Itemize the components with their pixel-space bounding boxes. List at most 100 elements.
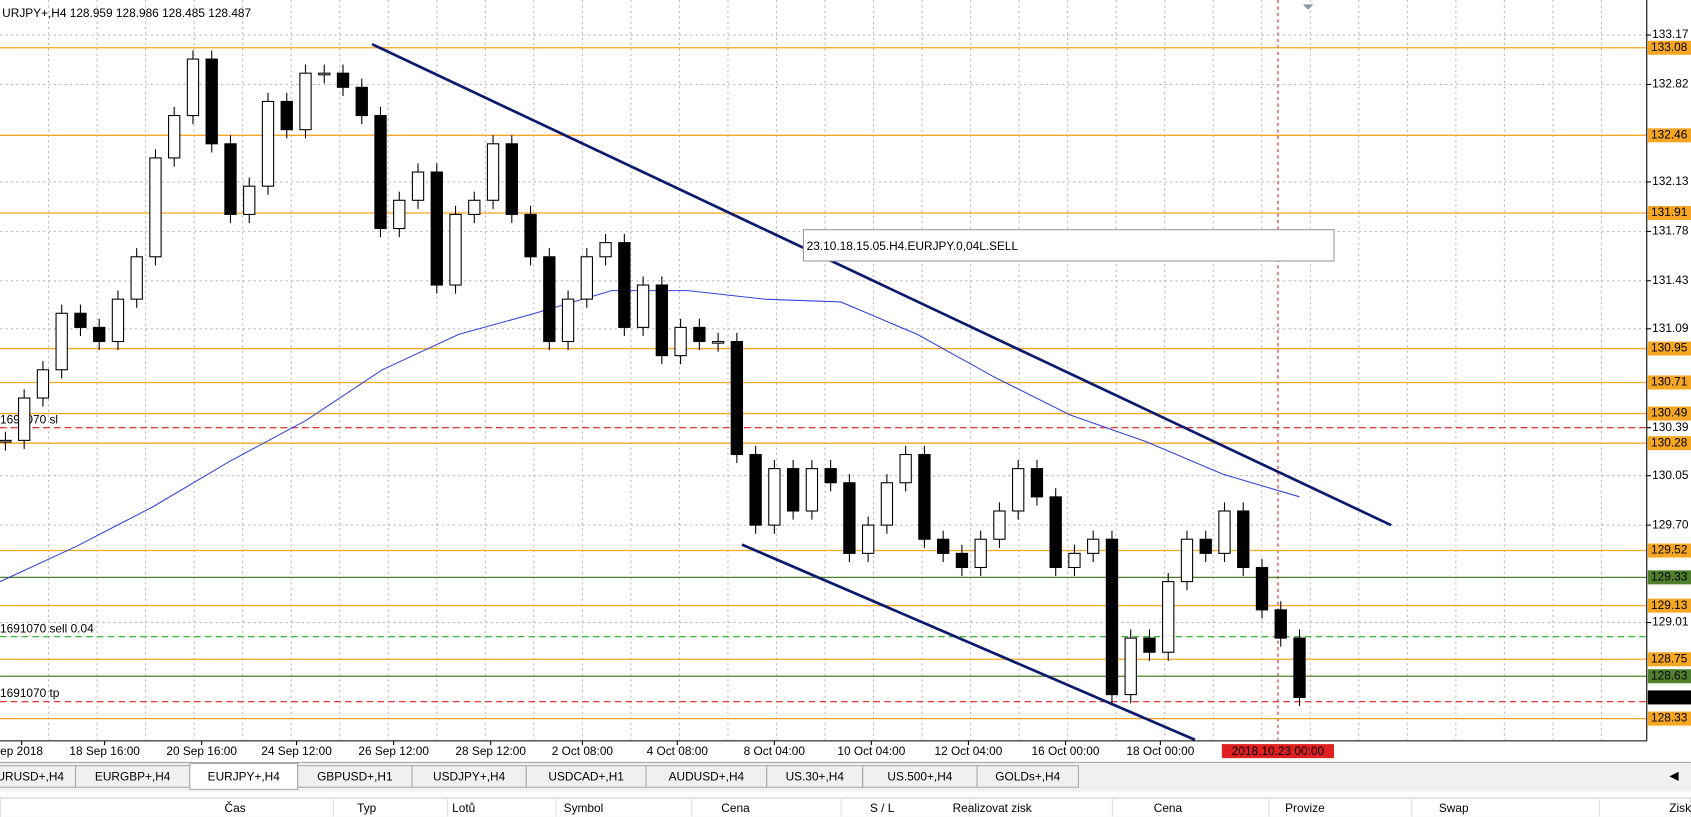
candle — [1218, 510, 1231, 554]
y-tick-label: 133.17 — [1652, 27, 1688, 41]
level-label: 131.91 — [1651, 205, 1688, 219]
y-tick-label: 131.09 — [1652, 321, 1689, 335]
candle — [824, 468, 837, 484]
moving-average — [0, 290, 1300, 583]
x-tick-label: 8 Oct 04:00 — [744, 744, 806, 758]
scroll-marker — [1302, 4, 1314, 10]
level-label-box — [1647, 406, 1691, 421]
candle — [974, 538, 987, 569]
candle — [993, 510, 1006, 540]
candle — [149, 157, 162, 258]
candle — [1255, 566, 1269, 611]
level-label-box — [1647, 543, 1691, 558]
tab-label[interactable]: USDCAD+,H1 — [548, 770, 624, 784]
tab-label[interactable]: GOLDs+,H4 — [995, 770, 1060, 784]
level-label-box — [1647, 652, 1691, 667]
candle — [786, 468, 800, 512]
candle — [599, 242, 612, 258]
candle — [1180, 538, 1194, 583]
tab-label[interactable]: GBPUSD+,H1 — [317, 770, 393, 784]
column-header[interactable]: Typ — [357, 801, 377, 815]
x-tick-label: 26 Sep 12:00 — [358, 744, 429, 758]
column-header[interactable]: Zisk — [1669, 801, 1691, 815]
candle — [449, 213, 462, 286]
order-label: 1691070 sell 0.04 — [0, 621, 94, 635]
column-header[interactable]: Lotů — [452, 801, 475, 815]
candle — [93, 326, 106, 343]
tab[interactable] — [976, 765, 1079, 788]
candle — [730, 340, 744, 456]
order-label: 1691070 tp — [0, 686, 60, 700]
candle — [937, 538, 950, 554]
candle — [318, 72, 331, 76]
level-label-box — [1647, 669, 1691, 684]
level-label: 129.52 — [1651, 543, 1687, 557]
candle — [674, 326, 687, 357]
level-label-box — [1647, 570, 1691, 585]
tab-scroll[interactable]: ◀ — [1669, 769, 1679, 783]
column-header[interactable]: Symbol — [564, 801, 604, 815]
level-label-box — [1647, 436, 1691, 451]
candle — [1143, 637, 1156, 653]
candle — [843, 482, 856, 554]
tab-label[interactable]: US.30+,H4 — [786, 770, 845, 784]
column-header[interactable]: Čas — [225, 800, 246, 815]
column-header[interactable]: Swap — [1439, 801, 1469, 815]
x-tick-label: 18 Oct 00:00 — [1126, 744, 1194, 758]
tab-label[interactable]: AUDUSD+,H4 — [669, 770, 745, 784]
candle — [505, 143, 518, 215]
y-tick-label: 131.78 — [1652, 224, 1689, 238]
level-label-box — [1647, 690, 1691, 705]
level-label: 130.49 — [1651, 406, 1688, 420]
level-label: 130.28 — [1651, 435, 1688, 449]
candle — [580, 256, 593, 300]
level-label-box — [1647, 40, 1691, 55]
candle — [711, 340, 725, 344]
candle — [655, 284, 669, 357]
column-header[interactable]: Cena — [1154, 801, 1183, 815]
candle — [805, 468, 819, 512]
now-label: 2018.10.23 00:00 — [1232, 744, 1325, 758]
candle — [280, 100, 293, 131]
column-header[interactable]: Provize — [1285, 801, 1325, 815]
trend-line-upper — [371, 42, 1392, 527]
column-header[interactable]: S / L — [870, 801, 895, 815]
x-tick-label: 2 Oct 08:00 — [552, 744, 614, 758]
candle — [18, 397, 31, 441]
candle — [186, 58, 200, 117]
candle — [168, 115, 181, 159]
tab-label[interactable]: EURJPY+,H4 — [208, 770, 281, 784]
x-tick-label: 18 Sep 16:00 — [69, 744, 140, 758]
annotation-box — [802, 229, 1335, 262]
x-tick-label: 16 Oct 00:00 — [1032, 744, 1100, 758]
column-header[interactable]: Cena — [721, 801, 750, 815]
column-headers: Čas Typ Lotů Symbol Cena S / L Realizovat zisk… — [225, 799, 1691, 817]
tab-label[interactable]: USDJPY+,H4 — [433, 770, 506, 784]
candle — [1087, 538, 1100, 554]
candle — [74, 312, 87, 328]
trend-line-lower — [741, 543, 1196, 741]
level-label: 129.33 — [1651, 570, 1688, 584]
y-tick-label: 130.39 — [1652, 420, 1689, 434]
level-label: 130.71 — [1651, 375, 1688, 389]
tab-active[interactable] — [189, 762, 299, 790]
candle — [1030, 468, 1044, 498]
y-tick-label: 131.43 — [1652, 273, 1689, 287]
candle — [1012, 468, 1025, 512]
candle — [543, 256, 556, 343]
tab-label[interactable]: URUSD+,H4 — [0, 770, 64, 784]
candle — [430, 171, 443, 286]
candle — [899, 453, 912, 484]
tab-label[interactable]: EURGBP+,H4 — [95, 770, 171, 784]
candle — [411, 171, 425, 201]
candle — [1237, 510, 1250, 569]
tab-label[interactable]: US.500+,H4 — [887, 770, 952, 784]
candle — [918, 453, 931, 540]
candle — [336, 72, 350, 88]
column-header[interactable]: Realizovat zisk — [953, 801, 1032, 815]
y-tick-label: 129.70 — [1652, 517, 1689, 531]
level-label: 130.95 — [1651, 341, 1688, 355]
